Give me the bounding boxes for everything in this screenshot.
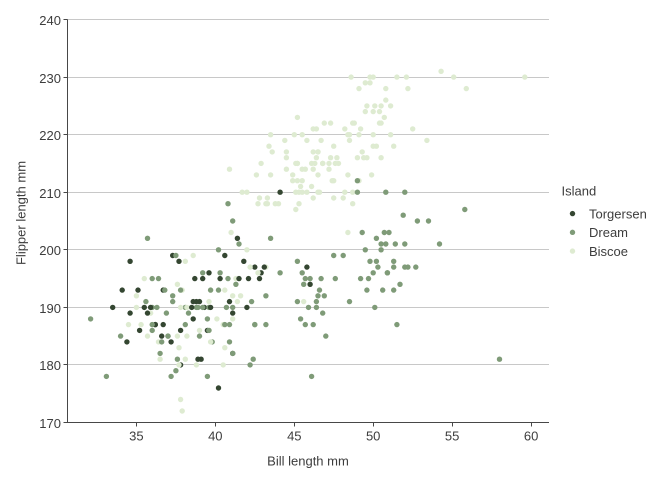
svg-text:220: 220: [39, 128, 61, 143]
svg-text:50: 50: [366, 429, 380, 444]
svg-text:190: 190: [39, 301, 61, 316]
svg-text:60: 60: [524, 429, 538, 444]
svg-text:230: 230: [39, 71, 61, 86]
svg-text:240: 240: [39, 13, 61, 28]
svg-text:55: 55: [445, 429, 459, 444]
svg-text:Bill length mm: Bill length mm: [267, 454, 349, 469]
svg-text:170: 170: [39, 416, 61, 431]
svg-text:200: 200: [39, 243, 61, 258]
svg-text:Island: Island: [562, 184, 597, 199]
svg-text:40: 40: [208, 429, 222, 444]
svg-text:210: 210: [39, 186, 61, 201]
svg-text:180: 180: [39, 358, 61, 373]
svg-text:Torgersen: Torgersen: [589, 206, 647, 221]
svg-text:Flipper length mm: Flipper length mm: [14, 161, 29, 265]
svg-text:35: 35: [129, 429, 143, 444]
svg-text:Dream: Dream: [589, 225, 628, 240]
svg-text:45: 45: [287, 429, 301, 444]
svg-text:Biscoe: Biscoe: [589, 244, 628, 259]
